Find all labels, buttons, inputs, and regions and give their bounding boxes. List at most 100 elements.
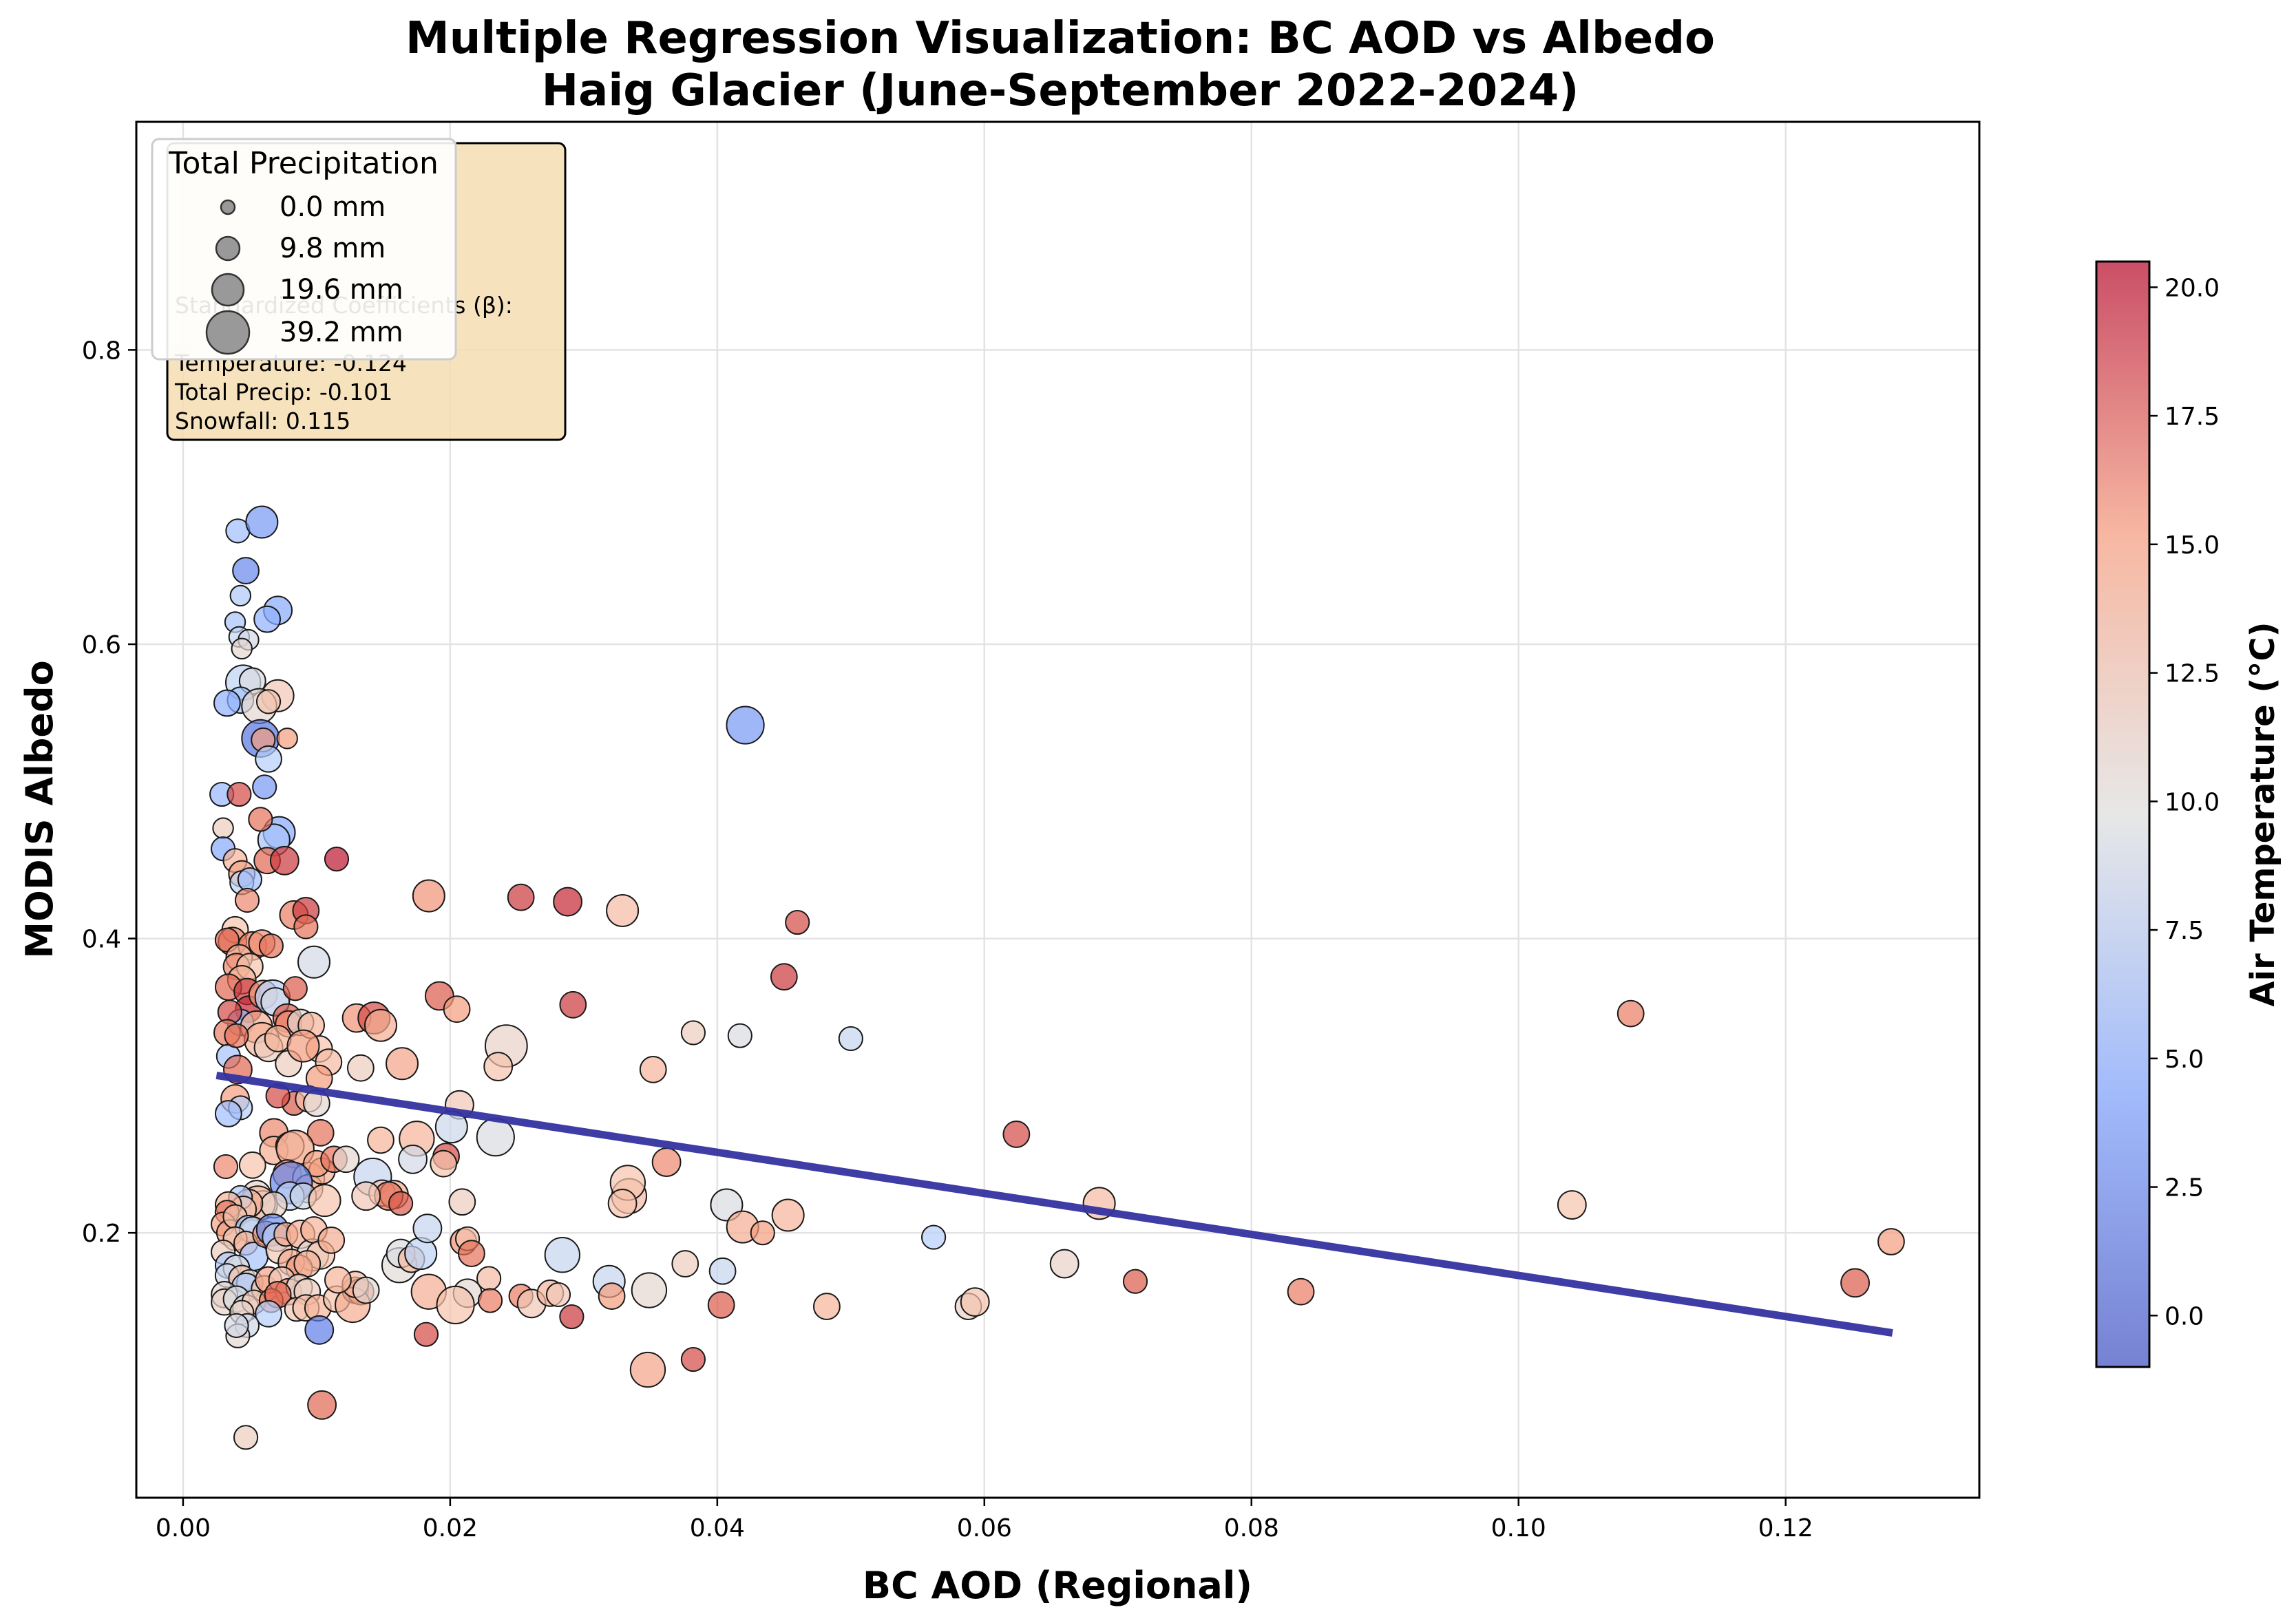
y-axis-label: MODIS Albedo [18, 660, 61, 959]
data-point [1002, 1121, 1031, 1148]
data-point [960, 1287, 990, 1317]
data-point [750, 1220, 775, 1246]
x-tick-label: 0.06 [957, 1514, 1012, 1542]
data-point [252, 774, 277, 800]
data-point [398, 1144, 428, 1174]
colorbar-tick-label: 15.0 [2165, 531, 2220, 560]
data-point [253, 605, 282, 633]
data-point [545, 1282, 571, 1308]
data-point [304, 1315, 335, 1345]
data-point [224, 1313, 249, 1338]
data-point [317, 1226, 346, 1254]
x-tick-label: 0.04 [690, 1514, 745, 1542]
data-point [237, 867, 262, 893]
data-point [680, 1020, 706, 1046]
data-point [227, 781, 252, 807]
colorbar: 0.0 2.5 5.0 7.5 10.0 12.5 15.0 17.5 20.0 Air Tem… [2095, 260, 2282, 1368]
colorbar-tick-label: 20.0 [2165, 274, 2220, 302]
data-point [707, 1291, 735, 1319]
data-point [812, 1293, 841, 1320]
data-point [607, 1188, 638, 1218]
legend-marker [205, 310, 251, 355]
data-point [838, 1026, 863, 1052]
data-point [726, 706, 765, 745]
data-point [457, 1240, 485, 1268]
stats-line: Snowfall: 0.115 [175, 407, 350, 434]
size-legend: Total Precipitation 0.0 mm 9.8 mm 19.6 m… [151, 138, 457, 361]
legend-label: 19.6 mm [280, 274, 403, 306]
data-point [306, 1118, 335, 1147]
regression-line [215, 1071, 1893, 1337]
data-point [639, 1055, 667, 1083]
data-point [276, 728, 298, 750]
data-point [544, 1237, 580, 1273]
data-point [346, 1054, 375, 1082]
colorbar-ticks: 0.0 2.5 5.0 7.5 10.0 12.5 15.0 17.5 20.0 [2149, 274, 2220, 1330]
colorbar-tick-label: 2.5 [2165, 1174, 2204, 1202]
colorbar-label: Air Temperature (°C) [2244, 622, 2282, 1006]
data-point [708, 1257, 737, 1285]
legend-title: Total Precipitation [168, 146, 439, 181]
data-point [388, 1191, 414, 1216]
data-point [245, 505, 279, 539]
data-point [324, 847, 350, 872]
data-point [436, 1285, 475, 1325]
data-point [1616, 999, 1645, 1028]
data-point [308, 1184, 341, 1218]
y-tick-label: 0.6 [82, 631, 121, 659]
data-point [324, 1266, 352, 1294]
legend-label: 0.0 mm [280, 191, 386, 223]
data-point [386, 1047, 419, 1081]
data-point [598, 1282, 626, 1311]
data-point [293, 914, 319, 940]
y-axis-ticks: 0.2 0.4 0.6 0.8 [82, 337, 136, 1248]
y-tick-label: 0.8 [82, 337, 121, 365]
legend-marker [211, 273, 245, 307]
scatter-points [209, 505, 1905, 1450]
data-point [224, 1023, 249, 1048]
data-point [255, 1300, 282, 1328]
data-point [680, 1346, 706, 1372]
data-point [413, 1322, 439, 1347]
x-tick-label: 0.02 [423, 1514, 478, 1542]
x-tick-label: 0.08 [1224, 1514, 1279, 1542]
colorbar-tick-label: 10.0 [2165, 788, 2220, 816]
data-point [1287, 1277, 1315, 1306]
data-point [352, 1276, 380, 1304]
legend-marker [215, 235, 241, 262]
data-point [651, 1147, 682, 1177]
data-point [351, 1181, 381, 1211]
data-point [255, 689, 282, 714]
data-point [412, 1213, 443, 1244]
data-point [212, 817, 234, 839]
chart-subtitle: Haig Glacier (June-September 2022-2024) [542, 65, 1579, 116]
colorbar-tick-label: 17.5 [2165, 403, 2220, 431]
data-point [269, 845, 299, 876]
data-point [248, 807, 273, 832]
data-point [443, 995, 471, 1023]
x-tick-label: 0.12 [1758, 1514, 1813, 1542]
y-tick-label: 0.4 [82, 926, 121, 954]
data-point [258, 933, 284, 959]
legend-label: 39.2 mm [280, 317, 403, 348]
data-point [629, 1351, 666, 1388]
data-point [1122, 1269, 1148, 1294]
data-point [213, 689, 241, 717]
stats-line: Total Precip: -0.101 [174, 379, 392, 405]
data-point [231, 637, 253, 660]
y-tick-label: 0.2 [82, 1220, 121, 1248]
data-point [307, 1390, 337, 1420]
data-point [483, 1052, 514, 1082]
data-point [255, 745, 282, 773]
legend-marker [220, 199, 236, 215]
x-axis-label: BC AOD (Regional) [863, 1564, 1252, 1607]
data-point [921, 1224, 947, 1250]
data-point [297, 945, 331, 979]
colorbar-gradient [2095, 260, 2151, 1368]
colorbar-tick-label: 5.0 [2165, 1046, 2204, 1074]
data-point [367, 1126, 394, 1154]
data-point [606, 893, 640, 927]
x-tick-label: 0.10 [1491, 1514, 1546, 1542]
data-point [559, 1304, 584, 1330]
